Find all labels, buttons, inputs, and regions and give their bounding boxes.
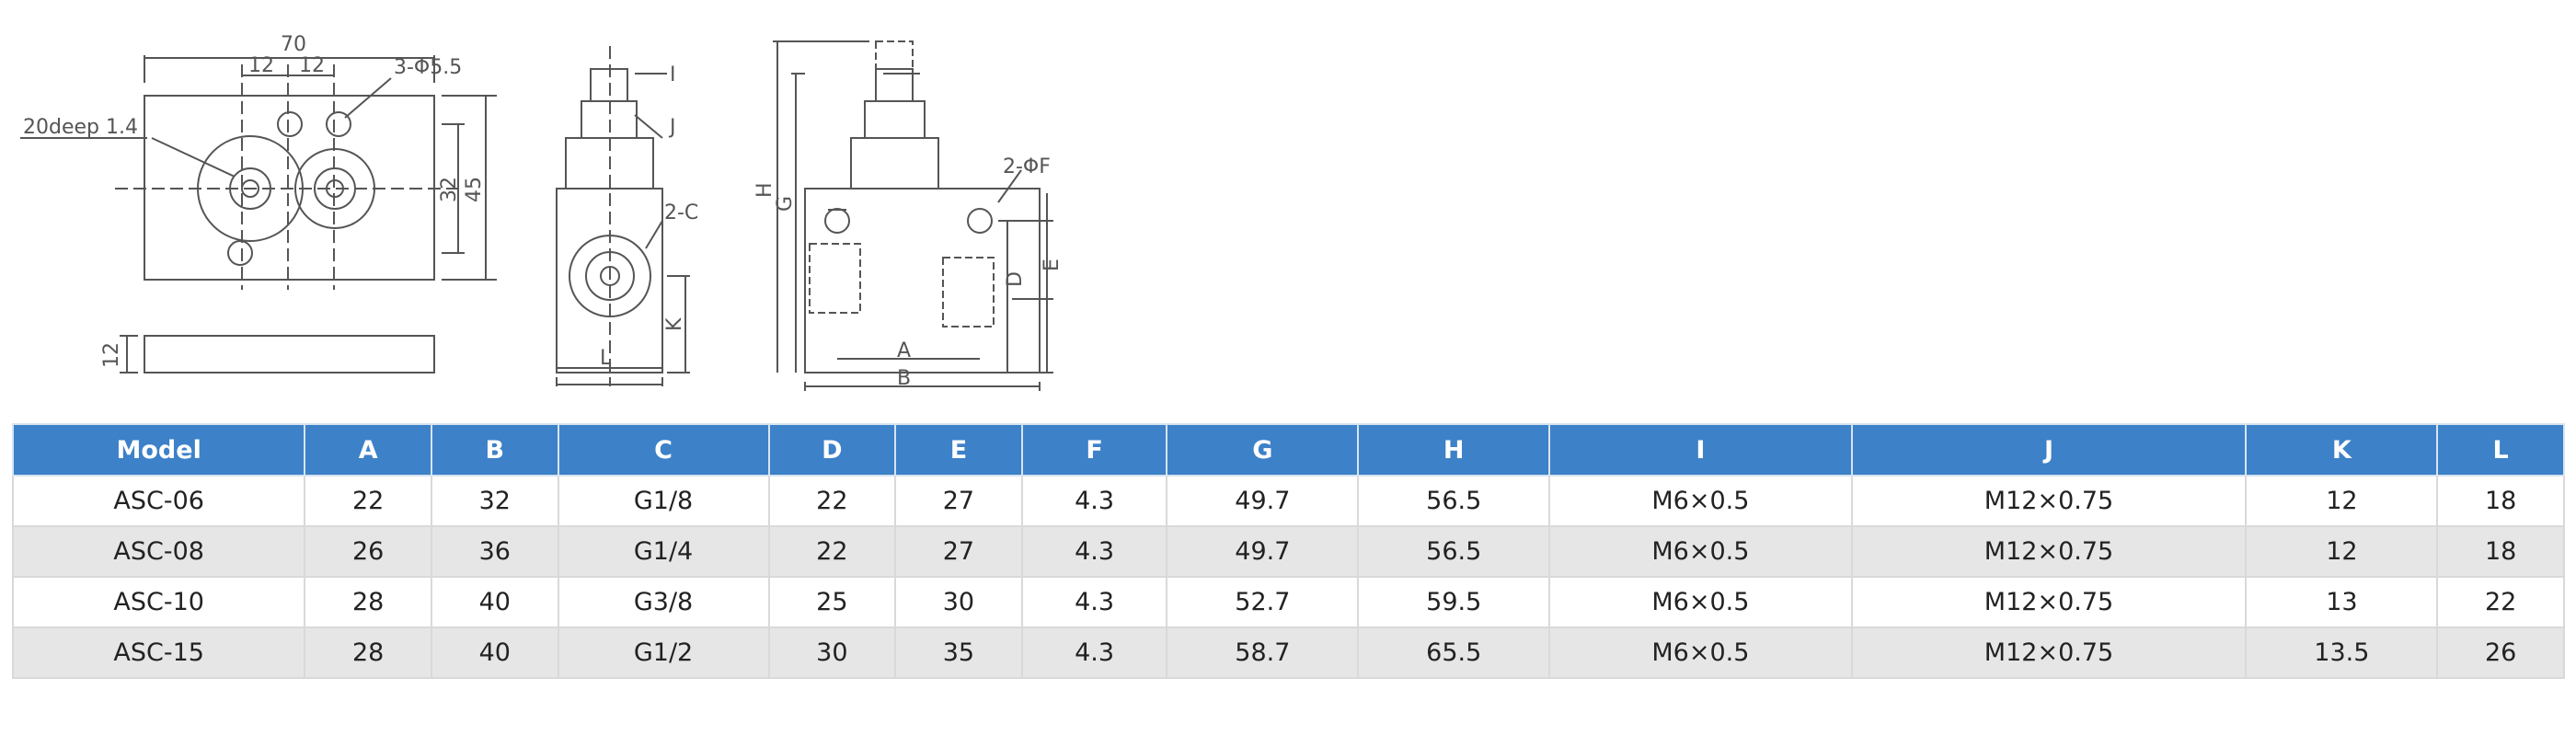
table-cell: 58.7	[1166, 626, 1360, 679]
table-cell: ASC-15	[11, 626, 306, 679]
label-B: B	[897, 367, 911, 390]
label-A: A	[897, 339, 911, 362]
header-cell: H	[1357, 423, 1551, 477]
label-I: I	[670, 63, 676, 86]
table-cell: M6×0.5	[1548, 626, 1853, 679]
table-row: ASC-06 22 32 G1/8 22 27 4.3 49.7 56.5 M6…	[11, 475, 2565, 527]
dim-thickness: 12	[100, 342, 123, 368]
table-cell: 22	[767, 525, 897, 578]
table-cell: 13	[2245, 576, 2439, 628]
header-cell: I	[1548, 423, 1853, 477]
table-cell: G1/8	[557, 475, 770, 527]
label-H: H	[753, 182, 776, 198]
spec-table: Model A B C D E F G H I J K L ASC-06 22 …	[11, 423, 2565, 679]
table-cell: G3/8	[557, 576, 770, 628]
table-cell: 36	[430, 525, 559, 578]
table-cell: 27	[894, 475, 1023, 527]
table-cell: 56.5	[1357, 475, 1551, 527]
technical-drawing: 70 12 12 3-Φ5.5 20deep 1.4 32 45 12 I J …	[20, 33, 1064, 391]
table-cell: 28	[304, 626, 432, 679]
holes-label: 3-Φ5.5	[394, 56, 462, 79]
table-cell: 49.7	[1166, 475, 1360, 527]
table-cell: 13.5	[2245, 626, 2439, 679]
side-view	[556, 46, 690, 386]
dim-12-right: 12	[299, 54, 325, 77]
table-cell: 26	[2436, 626, 2565, 679]
table-cell: 40	[430, 626, 559, 679]
table-cell: 65.5	[1357, 626, 1551, 679]
table-cell: 12	[2245, 525, 2439, 578]
table-cell: 35	[894, 626, 1023, 679]
table-cell: G1/4	[557, 525, 770, 578]
header-cell: K	[2245, 423, 2439, 477]
table-cell: 26	[304, 525, 432, 578]
table-cell: 25	[767, 576, 897, 628]
table-cell: 59.5	[1357, 576, 1551, 628]
right-view	[773, 40, 1053, 391]
header-cell: E	[894, 423, 1023, 477]
table-cell: 4.3	[1020, 525, 1168, 578]
table-cell: 18	[2436, 475, 2565, 527]
table-cell: 4.3	[1020, 626, 1168, 679]
table-cell: 18	[2436, 525, 2565, 578]
label-C: 2-C	[664, 201, 698, 224]
table-cell: 22	[2436, 576, 2565, 628]
table-cell: 52.7	[1166, 576, 1360, 628]
dim-32: 32	[438, 177, 461, 202]
table-cell: ASC-06	[11, 475, 306, 527]
label-L: L	[600, 347, 612, 370]
header-cell: J	[1850, 423, 2248, 477]
header-cell: F	[1020, 423, 1168, 477]
front-view	[20, 55, 497, 290]
table-cell: M6×0.5	[1548, 525, 1853, 578]
table-cell: ASC-10	[11, 576, 306, 628]
table-cell: M12×0.75	[1850, 475, 2248, 527]
table-row: ASC-08 26 36 G1/4 22 27 4.3 49.7 56.5 M6…	[11, 525, 2565, 578]
table-cell: 40	[430, 576, 559, 628]
header-cell: A	[304, 423, 432, 477]
table-cell: M12×0.75	[1850, 525, 2248, 578]
table-cell: 32	[430, 475, 559, 527]
header-cell: L	[2436, 423, 2565, 477]
header-cell: D	[767, 423, 897, 477]
dim-70: 70	[281, 33, 306, 56]
table-cell: 28	[304, 576, 432, 628]
bottom-view	[120, 335, 435, 374]
label-G: G	[774, 196, 797, 212]
table-cell: 22	[304, 475, 432, 527]
label-J: J	[668, 116, 676, 139]
table-cell: M6×0.5	[1548, 475, 1853, 527]
header-cell: C	[557, 423, 770, 477]
table-header-row: Model A B C D E F G H I J K L	[11, 423, 2565, 477]
table-cell: 22	[767, 475, 897, 527]
dim-12-left: 12	[248, 54, 274, 77]
table-row: ASC-15 28 40 G1/2 30 35 4.3 58.7 65.5 M6…	[11, 626, 2565, 679]
table-cell: M12×0.75	[1850, 576, 2248, 628]
table-cell: G1/2	[557, 626, 770, 679]
header-cell: B	[430, 423, 559, 477]
dim-45: 45	[463, 177, 486, 202]
table-cell: 30	[767, 626, 897, 679]
table-cell: 49.7	[1166, 525, 1360, 578]
table-cell: 30	[894, 576, 1023, 628]
table-cell: ASC-08	[11, 525, 306, 578]
header-cell: Model	[11, 423, 306, 477]
table-cell: 56.5	[1357, 525, 1551, 578]
label-D: D	[1004, 271, 1027, 287]
header-cell: G	[1166, 423, 1360, 477]
table-cell: 27	[894, 525, 1023, 578]
table-cell: 4.3	[1020, 576, 1168, 628]
label-E: E	[1041, 259, 1064, 271]
table-cell: 12	[2245, 475, 2439, 527]
table-cell: 4.3	[1020, 475, 1168, 527]
table-cell: M12×0.75	[1850, 626, 2248, 679]
label-F: 2-ΦF	[1003, 155, 1051, 178]
depth-label: 20deep 1.4	[23, 116, 138, 139]
table-row: ASC-10 28 40 G3/8 25 30 4.3 52.7 59.5 M6…	[11, 576, 2565, 628]
table-cell: M6×0.5	[1548, 576, 1853, 628]
label-K: K	[663, 317, 686, 331]
